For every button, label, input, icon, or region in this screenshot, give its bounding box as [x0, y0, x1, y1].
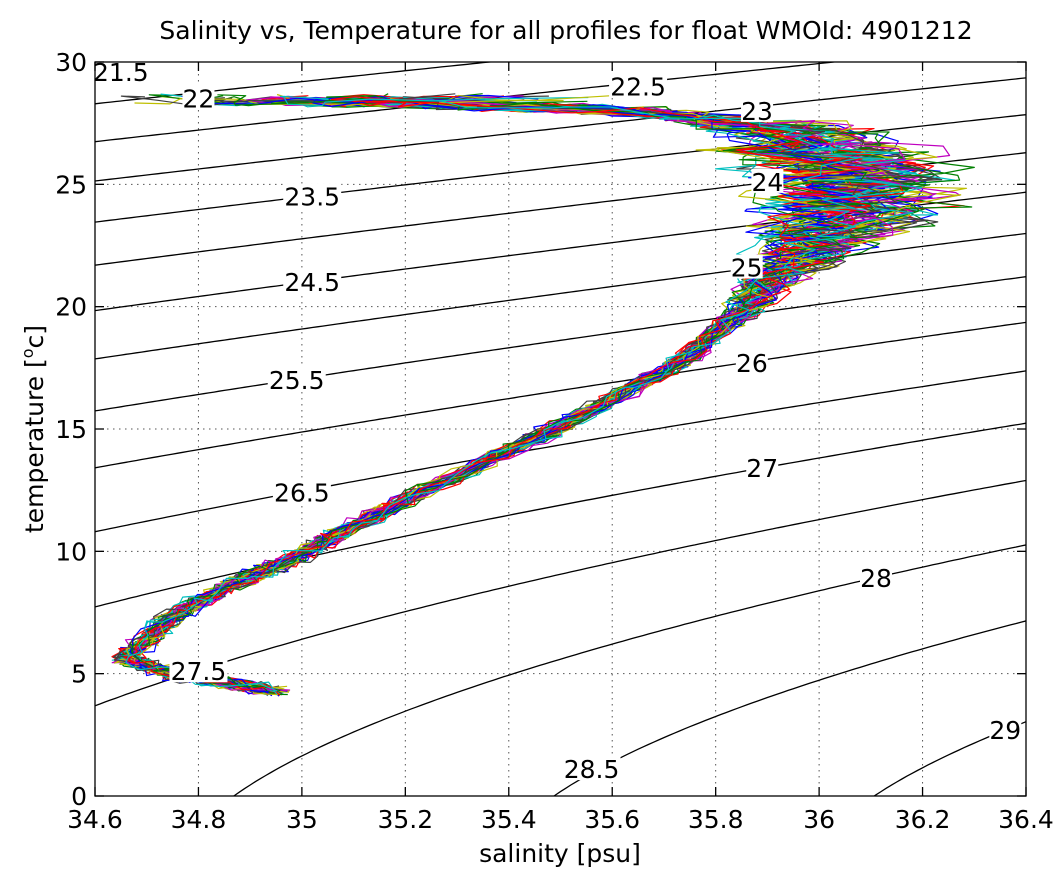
contour-label-background	[989, 716, 1022, 741]
density-contour-labels: 21.522 22.52323.52424.52525.52626.52727.5…	[91, 58, 1022, 784]
density-contour-label: 25	[731, 254, 763, 283]
contour-label-background	[267, 367, 326, 392]
density-contour-label: 23	[741, 97, 773, 126]
density-contour-label: 29	[989, 716, 1021, 745]
x-axis-label: salinity [psu]	[479, 839, 641, 868]
density-contour-line	[95, 321, 1026, 469]
contour-label-background	[609, 73, 668, 98]
grid-lines	[95, 62, 1026, 796]
density-contour-label: 27	[746, 454, 778, 483]
contour-label-background	[735, 349, 768, 374]
density-contour-line	[95, 370, 1026, 533]
x-tick-label: 34.6	[67, 805, 123, 834]
profile-lines	[111, 93, 975, 697]
contour-label-background	[751, 168, 784, 193]
density-contour-line	[95, 77, 1026, 182]
y-tick-label: 25	[55, 170, 87, 199]
profile-trace	[125, 95, 923, 695]
y-tick-label: 30	[55, 48, 87, 77]
x-tick-label: 36.2	[895, 805, 951, 834]
contour-label-background	[283, 183, 342, 208]
contour-label-background	[91, 58, 150, 83]
density-contour-line	[95, 62, 841, 143]
density-contour-label: 24.5	[284, 268, 340, 297]
density-contour-line	[95, 276, 1026, 412]
density-contour-line	[95, 232, 1026, 360]
y-tick-label: 20	[55, 293, 87, 322]
density-contour-label: 27.5	[171, 657, 227, 686]
contour-label-background	[182, 85, 215, 110]
x-tick-label: 36	[803, 805, 835, 834]
x-tick-label: 35.4	[481, 805, 537, 834]
density-contour-line	[95, 479, 1026, 707]
contour-label-background	[562, 756, 621, 781]
x-tick-label: 36.4	[998, 805, 1054, 834]
density-contours	[95, 62, 1026, 796]
x-tick-label: 35	[286, 805, 318, 834]
density-contour-label: 26	[736, 349, 768, 378]
y-axis-label-unit: c]	[20, 325, 49, 349]
y-axis-label-superscript: o	[18, 348, 37, 358]
y-axis-label-main: temperature [	[20, 358, 49, 533]
contour-label-background	[741, 97, 774, 122]
profile-trace	[127, 93, 900, 692]
density-contour-label: 25.5	[269, 366, 325, 395]
density-contour-line	[95, 191, 1026, 312]
x-tick-label: 35.6	[584, 805, 640, 834]
y-tick-label: 5	[71, 660, 87, 689]
chart-title: Salinity vs, Temperature for all profile…	[159, 16, 972, 45]
contour-label-background	[272, 479, 331, 504]
y-tick-label: 15	[55, 415, 87, 444]
density-contour-label: 28	[860, 564, 892, 593]
profile-trace	[129, 97, 855, 693]
y-tick-label: 0	[71, 782, 87, 811]
contour-label-background	[169, 658, 228, 683]
density-contour-label: 22.5	[610, 72, 666, 101]
axis-ticks: 34.6 34.8 35 35.2 35.4 35.6 35.8 36 36.2 36.4 0 5 10…	[55, 48, 1054, 834]
contour-label-background	[283, 269, 342, 294]
density-contour-label: 22	[183, 85, 215, 114]
density-contour-label: 23.5	[284, 183, 340, 212]
x-tick-label: 35.8	[688, 805, 744, 834]
contour-label-background	[860, 565, 893, 590]
density-contour-label: 24	[751, 168, 783, 197]
contour-label-background	[730, 254, 763, 279]
contour-label-background	[746, 455, 779, 480]
y-axis-label: temperature [oc]	[18, 325, 49, 533]
x-tick-label: 35.2	[377, 805, 433, 834]
y-tick-label: 10	[55, 537, 87, 566]
x-tick-label: 34.8	[171, 805, 227, 834]
density-contour-label: 26.5	[274, 479, 330, 508]
profile-trace	[126, 96, 871, 691]
density-contour-label: 28.5	[564, 755, 620, 784]
